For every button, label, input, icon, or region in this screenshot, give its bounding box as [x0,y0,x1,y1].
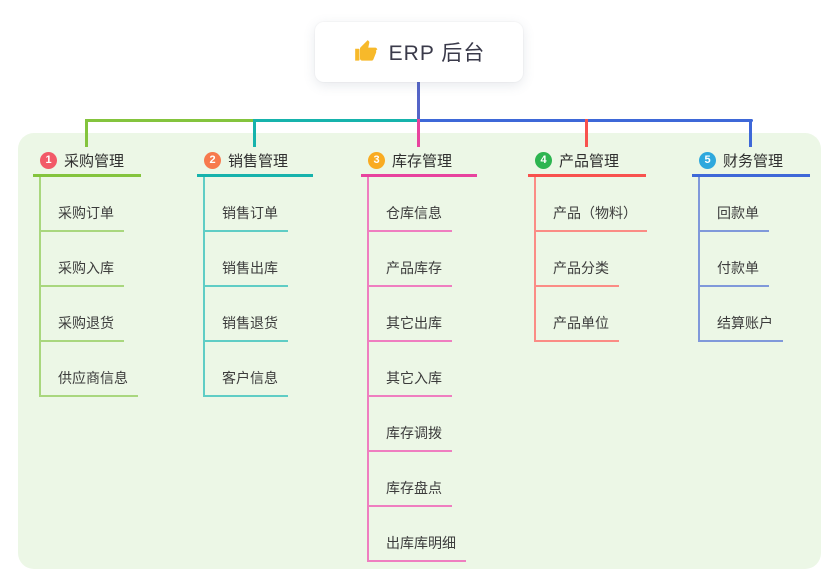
branch-title-inventory[interactable]: 3 库存管理 [361,146,477,177]
node-label: 其它入库 [367,368,452,397]
branch-sales: 2 销售管理 销售订单 销售出库 销售退货 客户信息 [197,146,313,397]
node-sales-outbound[interactable]: 销售出库 [203,232,313,287]
node-label: 产品库存 [367,258,452,287]
node-label: 付款单 [698,258,769,287]
node-label: 销售订单 [203,203,288,232]
branch-product: 4 产品管理 产品（物料） 产品分类 产品单位 [528,146,647,342]
node-label: 采购订单 [39,203,124,232]
branch-title-label: 销售管理 [228,152,289,170]
node-label: 库存调拨 [367,423,452,452]
branch-title-product[interactable]: 4 产品管理 [528,146,646,177]
node-product-unit[interactable]: 产品单位 [534,287,646,342]
node-purchase-order[interactable]: 采购订单 [39,177,141,232]
node-label: 结算账户 [698,313,783,342]
branch-title-label: 财务管理 [723,152,784,170]
node-label: 产品（物料） [534,203,647,232]
node-label: 供应商信息 [39,368,138,397]
background-panel [18,133,821,569]
branch-title-label: 库存管理 [392,152,453,170]
branch-title-label: 产品管理 [559,152,620,170]
connector-drop-purchase [85,119,88,147]
node-payment-bill[interactable]: 付款单 [698,232,810,287]
node-label: 库存盘点 [367,478,452,507]
node-customer-info[interactable]: 客户信息 [203,342,313,397]
branch-children-finance: 回款单 付款单 结算账户 [698,177,810,342]
branch-children-sales: 销售订单 销售出库 销售退货 客户信息 [203,177,313,397]
branch-number-badge: 4 [535,151,552,169]
branch-number-badge: 2 [204,151,221,169]
node-sales-order[interactable]: 销售订单 [203,177,313,232]
node-label: 出库库明细 [367,533,466,562]
branch-purchase: 1 采购管理 采购订单 采购入库 采购退货 供应商信息 [33,146,141,397]
connector-horizontal-sales [255,119,419,122]
branch-title-label: 采购管理 [64,152,125,170]
branch-number-badge: 1 [40,151,57,169]
node-purchase-return[interactable]: 采购退货 [39,287,141,342]
root-connector-line [417,82,420,120]
connector-drop-inventory [417,119,420,147]
branch-number-badge: 3 [368,151,385,169]
node-label: 采购入库 [39,258,124,287]
node-label: 销售退货 [203,313,288,342]
node-purchase-inbound[interactable]: 采购入库 [39,232,141,287]
branch-children-product: 产品（物料） 产品分类 产品单位 [534,177,647,342]
branch-title-purchase[interactable]: 1 采购管理 [33,146,141,177]
connector-drop-sales [253,119,256,147]
branch-number-badge: 5 [699,151,716,169]
branch-children-purchase: 采购订单 采购入库 采购退货 供应商信息 [39,177,141,397]
node-sales-return[interactable]: 销售退货 [203,287,313,342]
node-stock-count[interactable]: 库存盘点 [367,452,477,507]
node-outbound-detail[interactable]: 出库库明细 [367,507,477,562]
node-warehouse-info[interactable]: 仓库信息 [367,177,477,232]
thumbs-up-icon [353,39,379,65]
node-label: 产品分类 [534,258,619,287]
node-receipt-bill[interactable]: 回款单 [698,177,810,232]
node-label: 客户信息 [203,368,288,397]
node-label: 产品单位 [534,313,619,342]
node-other-inbound[interactable]: 其它入库 [367,342,477,397]
node-stock-transfer[interactable]: 库存调拨 [367,397,477,452]
node-label: 采购退货 [39,313,124,342]
node-product-stock[interactable]: 产品库存 [367,232,477,287]
node-label: 其它出库 [367,313,452,342]
root-node[interactable]: ERP 后台 [315,22,523,82]
branch-finance: 5 财务管理 回款单 付款单 结算账户 [692,146,810,342]
branch-children-inventory: 仓库信息 产品库存 其它出库 其它入库 库存调拨 库存盘点 出库库明细 [367,177,477,562]
node-label: 回款单 [698,203,769,232]
node-product-category[interactable]: 产品分类 [534,232,646,287]
connector-drop-product [585,119,588,147]
connector-drop-finance [749,119,752,147]
node-label: 销售出库 [203,258,288,287]
node-label: 仓库信息 [367,203,452,232]
connector-horizontal-purchase [86,119,255,122]
root-label: ERP 后台 [388,42,486,65]
branch-title-finance[interactable]: 5 财务管理 [692,146,810,177]
node-supplier-info[interactable]: 供应商信息 [39,342,141,397]
node-other-outbound[interactable]: 其它出库 [367,287,477,342]
node-settlement-account[interactable]: 结算账户 [698,287,810,342]
node-product-material[interactable]: 产品（物料） [534,177,647,232]
branch-title-sales[interactable]: 2 销售管理 [197,146,313,177]
branch-inventory: 3 库存管理 仓库信息 产品库存 其它出库 其它入库 库存调拨 库存盘点 出库库… [361,146,477,562]
